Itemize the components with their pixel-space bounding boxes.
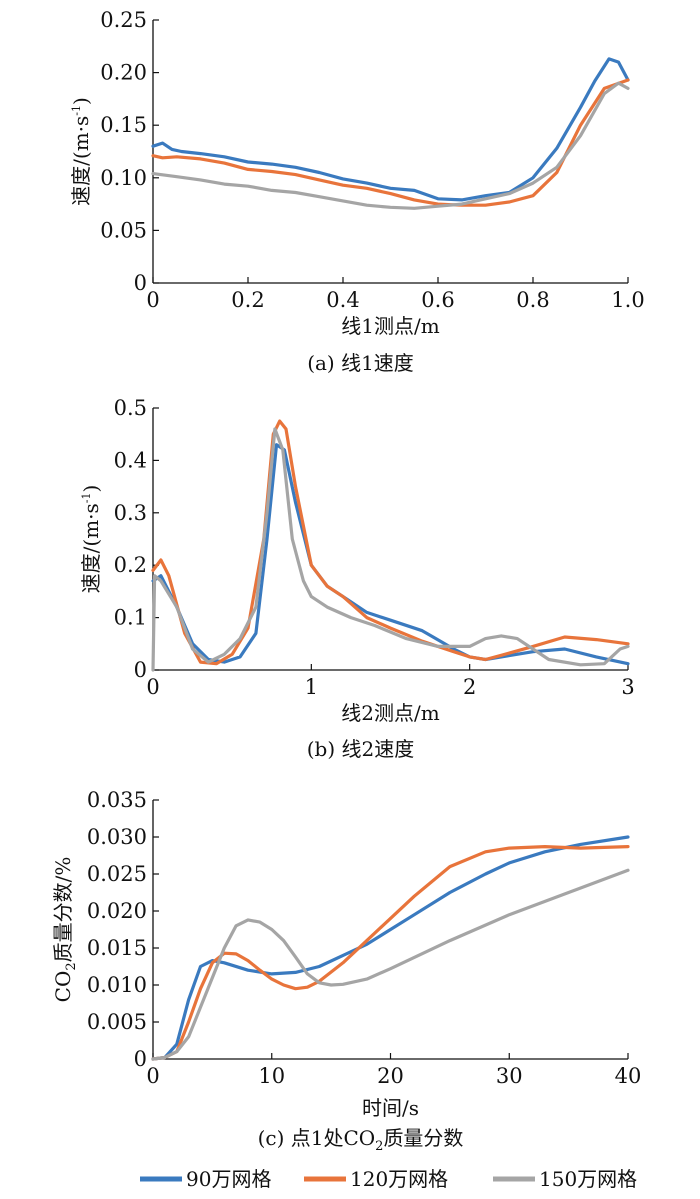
y-tick-label: 0.4	[114, 448, 147, 472]
series-line-2	[151, 427, 630, 672]
y-axis-title-text: 速度/(m·s	[79, 503, 103, 593]
y-tick-label: 0.1	[114, 606, 147, 630]
series-line-2	[151, 868, 630, 1061]
x-tick-label: 0.6	[421, 288, 454, 312]
legend: 90万网格 120万网格 150万网格	[140, 1167, 637, 1191]
y-axis-title-text: CO	[51, 971, 75, 1003]
chart-panel-2: 0 0.005 0.010 0.015 0.020 0.025 0.030 0.035 0 10 2…	[51, 788, 641, 1154]
y-tick-label: 0.015	[87, 936, 147, 960]
y-tick-label: 0.20	[100, 61, 147, 85]
legend-label-1: 120万网格	[350, 1167, 448, 1191]
chart-caption-text: (b) 线2速度	[307, 737, 415, 761]
y-tick-label: 0.15	[100, 113, 147, 137]
chart-caption-text: (a) 线1速度	[307, 351, 414, 375]
x-tick-label: 0	[146, 288, 159, 312]
y-axis-title: CO2质量分数/%	[51, 857, 79, 1003]
y-axis-title-close: )	[69, 97, 93, 105]
y-axis-title-sup: -1	[80, 492, 93, 503]
x-tick-label: 1	[305, 675, 318, 699]
x-axis-title: 线2测点/m	[341, 701, 439, 725]
chart-caption-sub: 2	[375, 1139, 383, 1154]
x-tick-label: 0	[146, 675, 159, 699]
x-tick-label: 30	[496, 1064, 523, 1088]
legend-label-2: 150万网格	[539, 1167, 637, 1191]
y-tick-label: 0.10	[100, 166, 147, 190]
series-line-1	[151, 845, 630, 1061]
series-line-0	[151, 57, 630, 202]
x-tick-label: 40	[615, 1064, 642, 1088]
y-tick-label: 0.035	[87, 788, 147, 812]
series-line-2	[151, 81, 630, 210]
y-tick-label: 0	[134, 1047, 147, 1071]
x-tick-label: 10	[258, 1064, 285, 1088]
y-tick-label: 0.25	[100, 8, 147, 32]
x-tick-label: 0.8	[516, 288, 549, 312]
y-axis-title-sup: -1	[70, 105, 83, 116]
y-tick-label: 0.005	[87, 1010, 147, 1034]
y-tick-label: 0	[134, 271, 147, 295]
chart-caption: (a) 线1速度	[307, 351, 414, 375]
chart-panel-0: 0 0.05 0.10 0.15 0.20 0.25 0 0.2 0.4 0.6 0.8 1.0 线1测…	[69, 8, 645, 375]
x-tick-label: 3	[621, 675, 634, 699]
x-tick-label: 1.0	[611, 288, 644, 312]
x-tick-label: 0	[146, 1064, 159, 1088]
y-tick-label: 0.05	[100, 218, 147, 242]
y-axis-title: 速度/(m·s-1)	[69, 97, 93, 206]
y-tick-label: 0	[134, 658, 147, 682]
y-axis-title-text: 速度/(m·s	[69, 116, 93, 206]
y-axis-title: 速度/(m·s-1)	[79, 485, 103, 594]
x-axis-title: 线1测点/m	[341, 314, 439, 338]
y-tick-label: 0.3	[114, 501, 147, 525]
series-line-1	[151, 419, 630, 666]
y-tick-label: 0.2	[114, 553, 147, 577]
x-axis-title: 时间/s	[362, 1096, 419, 1120]
y-tick-label: 0.020	[87, 899, 147, 923]
y-axis-title-end: 质量分数/%	[51, 857, 75, 963]
chart-caption: (c) 点1处CO2质量分数	[258, 1126, 464, 1154]
x-tick-label: 0.4	[326, 288, 359, 312]
chart-caption-text: (c) 点1处CO	[258, 1126, 376, 1150]
chart-panel-1: 0 0.1 0.2 0.3 0.4 0.5 0 1 2 3 线2测点/m 速度/(m·s-1) (b) …	[79, 396, 635, 761]
y-tick-label: 0.010	[87, 973, 147, 997]
legend-label-0: 90万网格	[186, 1167, 271, 1191]
y-tick-label: 0.030	[87, 825, 147, 849]
chart-caption-end: 质量分数	[383, 1126, 463, 1150]
series-line-1	[151, 78, 630, 207]
x-tick-label: 0.2	[231, 288, 264, 312]
y-axis-title-sub: 2	[64, 962, 79, 970]
y-tick-label: 0.025	[87, 862, 147, 886]
y-tick-label: 0.5	[114, 396, 147, 420]
series-line-0	[151, 835, 630, 1061]
x-tick-label: 20	[377, 1064, 404, 1088]
y-axis-title-close: )	[79, 485, 103, 493]
x-tick-label: 2	[463, 675, 476, 699]
chart-caption: (b) 线2速度	[307, 737, 415, 761]
